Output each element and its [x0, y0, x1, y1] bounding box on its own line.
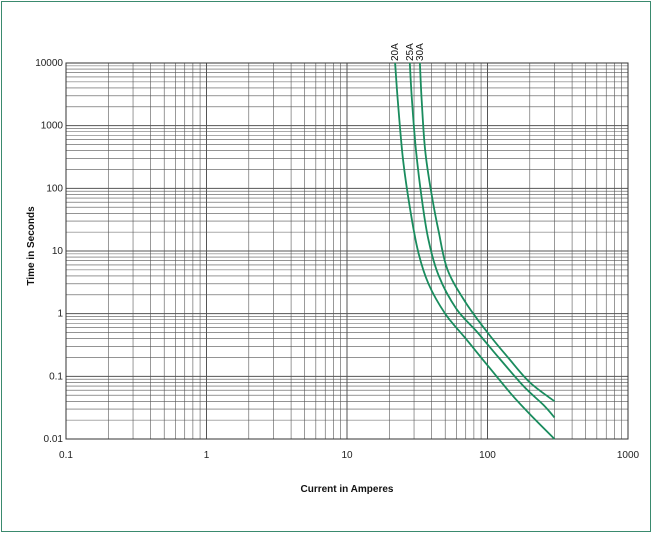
x-tick-label: 100	[479, 450, 496, 461]
y-axis-title: Time in Seconds	[26, 206, 37, 286]
y-tick-label: 0.1	[49, 371, 63, 382]
y-tick-label: 0.01	[44, 434, 64, 445]
ticks: 0.1 1 10 100 1000 0.01 0.1 1 10 100 1000 10000	[35, 58, 639, 461]
series-label-30A: 30A	[415, 43, 426, 61]
curves: 20A 25A 30A	[390, 43, 556, 440]
series-line-25A	[408, 62, 556, 419]
x-tick-label: 1	[204, 450, 210, 461]
y-tick-label: 1000	[41, 121, 64, 132]
x-tick-label: 0.1	[59, 450, 73, 461]
y-tick-label: 100	[46, 183, 63, 194]
x-tick-label: 1000	[617, 450, 640, 461]
y-tick-label: 1	[57, 309, 63, 320]
series-label-25A: 25A	[405, 43, 416, 61]
series-line-30A	[419, 62, 556, 403]
y-tick-label: 10	[52, 246, 64, 257]
x-tick-label: 10	[341, 450, 353, 461]
series-line-20A	[394, 62, 556, 440]
grid	[65, 62, 629, 440]
y-tick-label: 10000	[35, 58, 63, 69]
x-axis-title: Current in Amperes	[301, 484, 394, 495]
plot-border	[65, 62, 629, 440]
series-label-20A: 20A	[390, 43, 401, 61]
